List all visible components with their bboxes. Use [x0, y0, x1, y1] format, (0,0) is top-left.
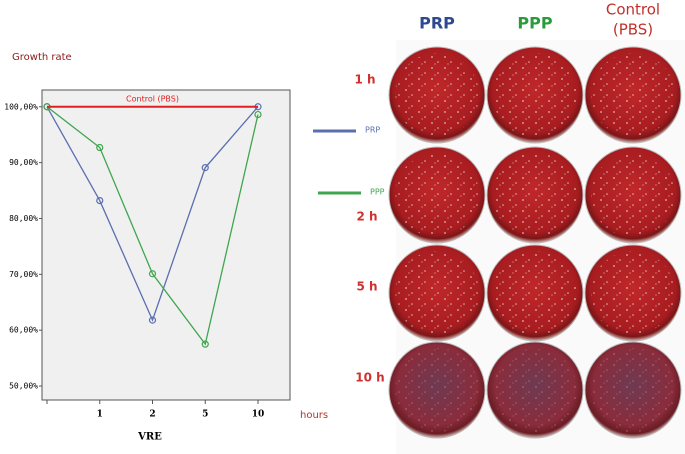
y-tick-label: 70,00%: [9, 270, 38, 279]
column-header: PRP: [419, 14, 455, 33]
legend-label: PRP: [365, 126, 380, 135]
point-marker: [201, 340, 209, 348]
series-label: Control (PBS): [126, 94, 179, 103]
y-tick-label: 60,00%: [9, 326, 38, 335]
point-marker: [148, 316, 157, 324]
colonies: [493, 153, 577, 237]
point-marker: [254, 110, 262, 119]
x-tick-label: 5: [202, 410, 208, 420]
colonies: [395, 153, 479, 237]
row-label: 1 h: [354, 73, 375, 87]
row-label: 2 h: [356, 210, 377, 224]
column-header: PPP: [517, 14, 552, 33]
series-line: [46, 106, 259, 346]
colonies: [395, 251, 479, 335]
plot-area: [41, 89, 291, 401]
x-tick-label: 10: [252, 410, 265, 420]
point-marker: [96, 196, 104, 205]
point-marker: [148, 270, 157, 278]
colonies: [493, 53, 577, 137]
column-header: (PBS): [613, 21, 653, 39]
y-tick-label: 100,00%: [4, 102, 38, 111]
colonies: [395, 348, 479, 432]
x-tick-label: 2: [149, 410, 155, 420]
y-tick-label: 80,00%: [9, 214, 38, 223]
colonies: [493, 348, 577, 432]
row-label: 5 h: [356, 280, 377, 294]
legend-label: PPP: [370, 188, 385, 197]
colonies: [591, 251, 675, 335]
colonies: [591, 53, 675, 137]
column-header: Control: [606, 1, 660, 19]
x-axis-label: VRE: [137, 432, 162, 443]
colonies: [591, 348, 675, 432]
chart-title: Growth rate: [12, 52, 72, 63]
x-unit-label: hours: [300, 410, 328, 421]
colonies: [395, 53, 479, 137]
point-marker: [201, 164, 209, 172]
colonies: [493, 251, 577, 335]
x-tick-label: 1: [97, 410, 103, 420]
y-tick-label: 50,00%: [9, 382, 38, 391]
row-label: 10 h: [355, 371, 384, 385]
series-line: [46, 106, 259, 322]
plate-photo: 1 h 2 h 5 h 10 h PRP PPP Control (PBS): [354, 1, 685, 454]
y-tick-label: 90,00%: [9, 158, 38, 167]
point-marker: [96, 143, 104, 152]
colonies: [591, 153, 675, 237]
